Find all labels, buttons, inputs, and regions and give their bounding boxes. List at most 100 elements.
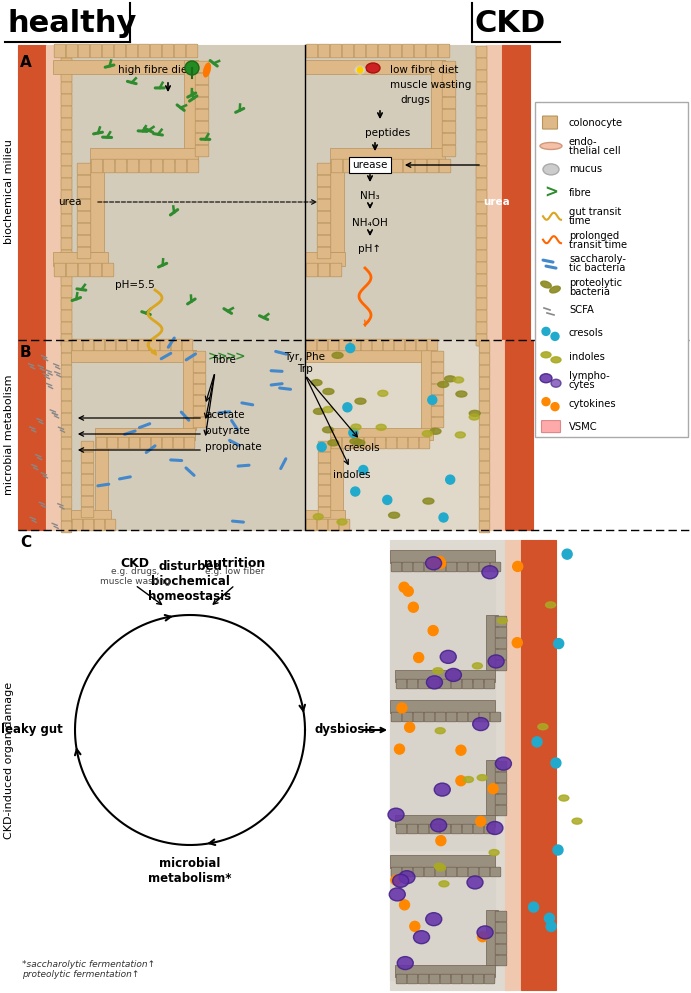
FancyBboxPatch shape [116,340,127,351]
Text: high fibre diet: high fibre diet [118,65,191,75]
FancyBboxPatch shape [72,519,83,531]
Circle shape [351,487,360,496]
Text: >: > [226,350,236,363]
Ellipse shape [204,64,211,76]
Ellipse shape [426,676,442,689]
FancyBboxPatch shape [446,712,457,722]
Ellipse shape [473,718,489,731]
Text: leaky gut: leaky gut [1,724,63,737]
Ellipse shape [426,913,442,925]
Text: fibre: fibre [213,355,237,365]
FancyBboxPatch shape [350,340,361,351]
FancyBboxPatch shape [495,955,507,966]
Ellipse shape [455,432,465,438]
FancyBboxPatch shape [127,159,139,173]
FancyBboxPatch shape [402,867,413,877]
Circle shape [551,333,559,341]
Ellipse shape [540,373,552,382]
FancyBboxPatch shape [54,45,66,58]
FancyBboxPatch shape [195,97,209,109]
Circle shape [456,745,466,756]
FancyBboxPatch shape [162,45,174,58]
Bar [421,350,434,430]
FancyBboxPatch shape [439,159,451,173]
FancyBboxPatch shape [495,805,507,816]
FancyBboxPatch shape [479,562,490,572]
FancyBboxPatch shape [440,824,451,834]
FancyBboxPatch shape [495,783,507,793]
FancyBboxPatch shape [94,340,105,351]
FancyBboxPatch shape [61,250,72,262]
Ellipse shape [446,668,462,681]
Text: prolonged: prolonged [569,230,619,240]
FancyBboxPatch shape [468,712,479,722]
FancyBboxPatch shape [339,519,350,531]
FancyBboxPatch shape [462,824,473,834]
Bar [18,45,46,340]
FancyBboxPatch shape [105,519,116,531]
Ellipse shape [473,663,482,669]
FancyBboxPatch shape [476,94,487,106]
Ellipse shape [482,566,498,579]
FancyBboxPatch shape [61,142,72,154]
FancyBboxPatch shape [317,247,331,259]
FancyBboxPatch shape [66,263,78,277]
FancyBboxPatch shape [129,437,140,449]
Ellipse shape [313,513,323,519]
Bar [390,550,495,563]
FancyBboxPatch shape [82,507,94,517]
Text: dysbiosis: dysbiosis [315,724,377,737]
FancyBboxPatch shape [397,437,408,449]
Ellipse shape [392,874,408,888]
FancyBboxPatch shape [446,562,457,572]
FancyBboxPatch shape [61,226,72,238]
FancyBboxPatch shape [77,212,91,222]
Text: disturbed
biochemical
homeostasis: disturbed biochemical homeostasis [149,560,231,603]
FancyBboxPatch shape [391,562,401,572]
Text: VSMC: VSMC [569,422,598,432]
Ellipse shape [399,871,415,884]
FancyBboxPatch shape [408,437,419,449]
Ellipse shape [495,757,511,771]
FancyBboxPatch shape [419,437,430,449]
FancyBboxPatch shape [490,712,501,722]
FancyBboxPatch shape [193,395,206,406]
FancyBboxPatch shape [96,437,107,449]
FancyBboxPatch shape [193,373,206,384]
FancyBboxPatch shape [484,679,495,689]
FancyBboxPatch shape [442,121,456,133]
FancyBboxPatch shape [495,794,507,804]
FancyBboxPatch shape [77,175,91,187]
Text: time: time [569,216,591,226]
FancyBboxPatch shape [118,437,129,449]
FancyBboxPatch shape [61,461,72,473]
Circle shape [359,466,368,475]
FancyBboxPatch shape [495,922,507,932]
FancyBboxPatch shape [195,121,209,133]
FancyBboxPatch shape [343,159,354,173]
FancyBboxPatch shape [424,712,435,722]
FancyBboxPatch shape [476,130,487,142]
FancyBboxPatch shape [193,384,206,395]
FancyBboxPatch shape [440,974,451,984]
Ellipse shape [430,819,446,832]
FancyBboxPatch shape [195,62,209,72]
Text: urea: urea [58,197,82,207]
FancyBboxPatch shape [61,449,72,461]
FancyBboxPatch shape [484,824,495,834]
FancyBboxPatch shape [331,159,343,173]
FancyBboxPatch shape [354,45,366,58]
Bar [489,340,505,530]
FancyBboxPatch shape [442,85,456,96]
Circle shape [475,816,486,826]
FancyBboxPatch shape [317,235,331,247]
Ellipse shape [469,414,480,420]
Ellipse shape [434,783,451,796]
Text: e.g. low fiber: e.g. low fiber [205,567,265,576]
Ellipse shape [487,821,503,834]
Ellipse shape [477,925,493,939]
FancyBboxPatch shape [318,486,331,496]
FancyBboxPatch shape [413,867,424,877]
FancyBboxPatch shape [163,159,175,173]
Text: cresols: cresols [569,329,604,339]
